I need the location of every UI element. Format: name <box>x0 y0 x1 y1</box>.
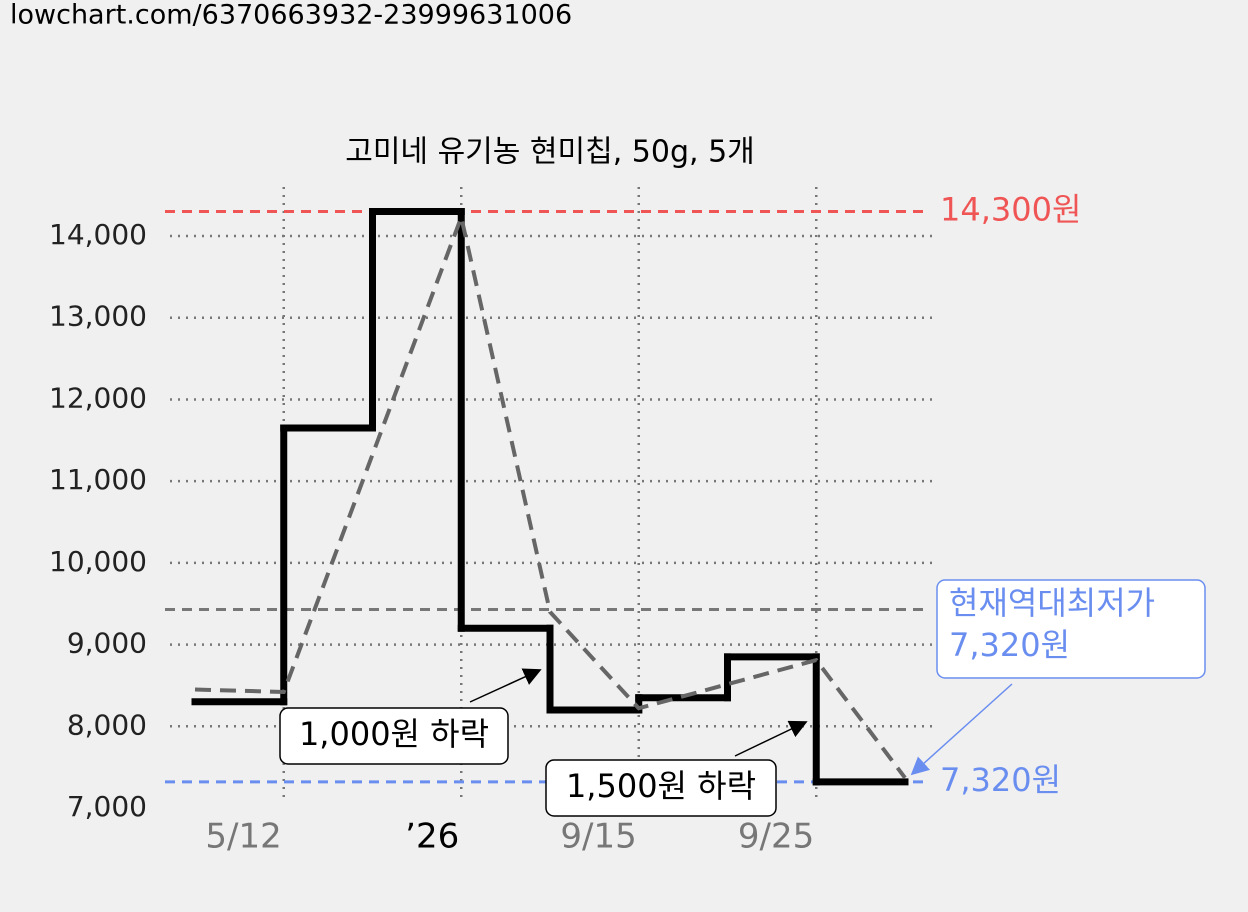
x-tick-label: 5/12 <box>205 817 281 857</box>
x-tick-label: 9/15 <box>560 817 636 857</box>
y-tick-label: 11,000 <box>49 463 147 496</box>
annotation-arrow <box>910 683 1013 776</box>
x-tick-label: ’26 <box>405 817 459 857</box>
chart-title: 고미네 유기농 현미칩, 50g, 5개 <box>345 135 755 170</box>
y-tick-label: 7,000 <box>67 790 147 823</box>
annotation-text: 1,500원 하락 <box>566 767 756 805</box>
annotation-text: 1,000원 하락 <box>299 715 489 753</box>
y-tick-label: 9,000 <box>67 627 147 660</box>
annotation-box <box>936 579 1206 679</box>
y-tick-label: 10,000 <box>49 545 147 578</box>
annotation-text: 7,320원 <box>949 626 1070 664</box>
y-tick-label: 8,000 <box>67 708 147 741</box>
reference-label: 14,300원 <box>940 191 1081 229</box>
annotation-box <box>279 707 509 765</box>
annotation-arrow <box>469 668 542 703</box>
trend-line <box>194 210 907 779</box>
annotation-text: 현재역대최저가 <box>949 584 1155 622</box>
x-tick-label: 9/25 <box>738 817 814 857</box>
y-tick-label: 13,000 <box>49 300 147 333</box>
annotation-arrow <box>734 720 808 757</box>
url: lowchart.com/6370663932-23999631006 <box>10 0 572 31</box>
reference-label: 7,320원 <box>940 761 1061 799</box>
y-tick-label: 14,000 <box>49 218 147 251</box>
annotation-box <box>545 759 777 817</box>
y-tick-label: 12,000 <box>49 381 147 414</box>
